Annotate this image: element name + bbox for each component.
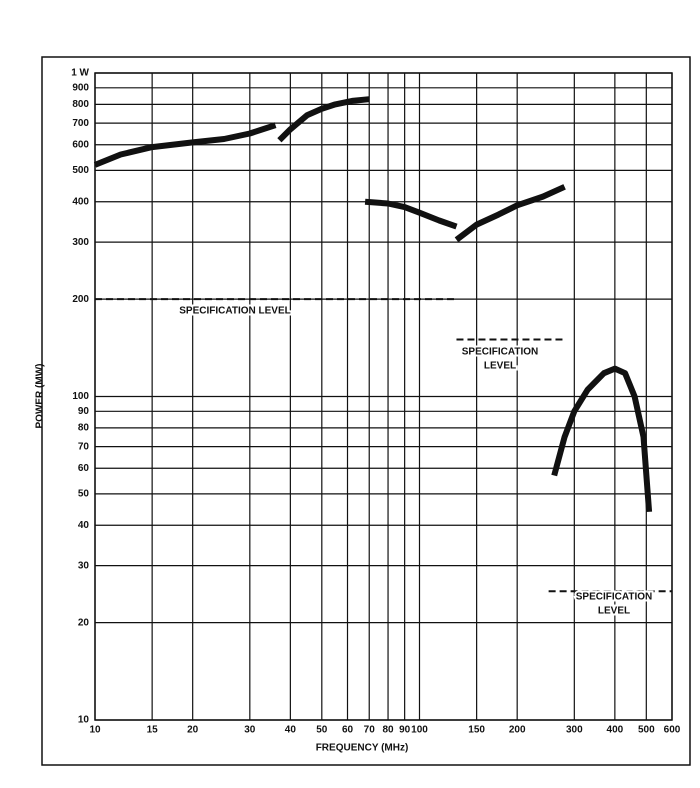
y-tick-label: 300 [72, 237, 89, 248]
y-tick-label: 40 [78, 520, 90, 531]
x-tick-label: 15 [147, 725, 159, 736]
y-tick-label: 80 [78, 422, 90, 433]
x-tick-label: 30 [244, 725, 256, 736]
annotation-label: LEVEL [484, 361, 516, 372]
x-tick-label: 150 [468, 725, 485, 736]
x-tick-label: 50 [316, 725, 328, 736]
y-tick-label: 500 [72, 165, 89, 176]
y-tick-label: 60 [78, 463, 90, 474]
y-tick-label: 600 [72, 139, 89, 150]
x-tick-label: 90 [399, 725, 411, 736]
data-line [364, 198, 458, 230]
x-tick-label: 200 [509, 725, 526, 736]
annotation-label: SPECIFICATION [462, 347, 538, 358]
data-line [454, 184, 566, 243]
y-tick-label: 100 [72, 391, 89, 402]
x-tick-label: 40 [285, 725, 297, 736]
x-tick-label: 500 [638, 725, 655, 736]
x-tick-label: 20 [187, 725, 199, 736]
x-tick-label: 10 [89, 725, 101, 736]
annotation-label: SPECIFICATION [576, 592, 652, 603]
y-tick-label: 800 [72, 99, 89, 110]
x-tick-label: 100 [411, 725, 428, 736]
x-tick-label: 80 [382, 725, 394, 736]
y-tick-label: 30 [78, 560, 90, 571]
x-tick-label: 60 [342, 725, 354, 736]
y-tick-label: 400 [72, 196, 89, 207]
x-tick-label: 600 [664, 725, 681, 736]
y-tick-label: 90 [78, 406, 90, 417]
x-tick-label: 70 [364, 725, 376, 736]
y-tick-label: 70 [78, 441, 90, 452]
y-tick-label: 1 W [71, 68, 89, 79]
y-tick-label: 900 [72, 82, 89, 93]
y-axis-label: POWER (MW) [35, 364, 46, 429]
y-tick-label: 20 [78, 617, 90, 628]
y-tick-label: 700 [72, 118, 89, 129]
x-tick-label: 400 [607, 725, 624, 736]
frame [41, 56, 691, 766]
x-axis-label: FREQUENCY (MHz) [316, 743, 409, 754]
annotation-label: LEVEL [598, 606, 630, 617]
y-tick-label: 200 [72, 294, 89, 305]
data-line [551, 365, 653, 513]
annotation-label: SPECIFICATION LEVEL [179, 306, 291, 317]
y-tick-label: 10 [78, 715, 90, 726]
data-line [277, 96, 370, 143]
y-tick-label: 50 [78, 489, 90, 500]
data-line [93, 122, 277, 168]
x-tick-label: 300 [566, 725, 583, 736]
